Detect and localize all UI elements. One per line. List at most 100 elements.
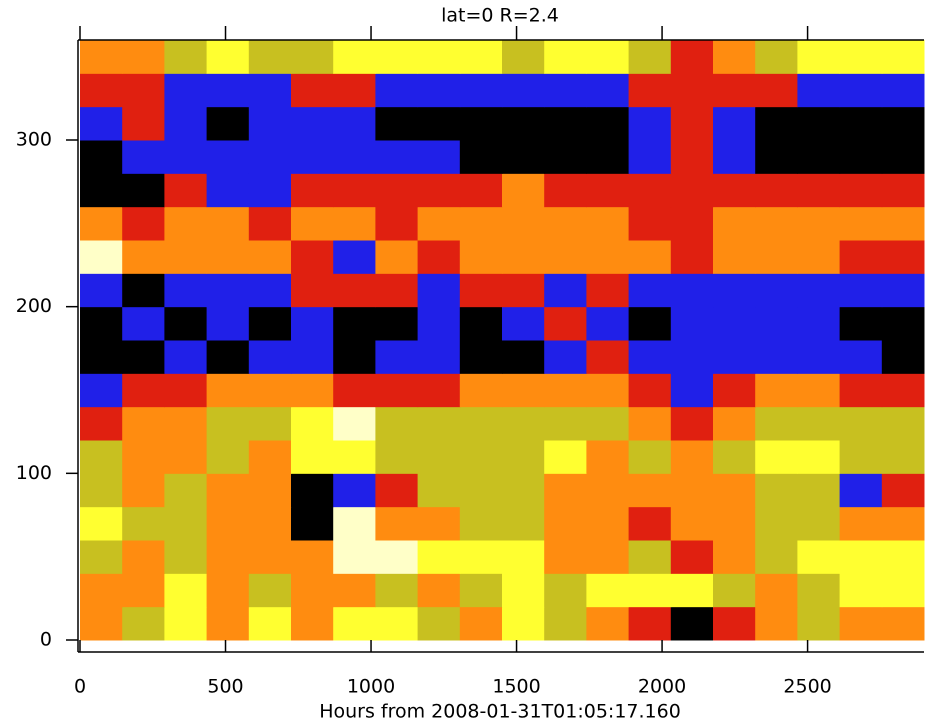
- heat-cell: [164, 440, 208, 474]
- heat-cell: [164, 140, 208, 174]
- heat-cell: [164, 306, 208, 341]
- heat-cell: [628, 40, 672, 74]
- heat-cell: [206, 373, 250, 408]
- heat-cell: [164, 473, 208, 508]
- heat-cell: [755, 173, 798, 208]
- heat-cell: [628, 106, 672, 141]
- heat-cell: [755, 540, 798, 574]
- heat-cell: [291, 406, 334, 441]
- heat-cell: [206, 273, 250, 308]
- heat-cell: [333, 473, 376, 508]
- heat-cell: [586, 473, 630, 508]
- heat-cell: [80, 106, 123, 141]
- heat-cell: [881, 273, 925, 308]
- heat-cell: [80, 273, 123, 308]
- heat-cell: [713, 106, 756, 141]
- heat-cell: [291, 440, 334, 474]
- heat-cell: [797, 440, 841, 474]
- heat-cell: [544, 440, 587, 474]
- heat-cell: [248, 506, 292, 541]
- heat-cell: [248, 140, 292, 174]
- heat-cell: [881, 540, 925, 574]
- heat-cell: [755, 606, 798, 641]
- heat-cell: [670, 40, 714, 74]
- heat-cell: [713, 306, 756, 341]
- heat-cell: [248, 106, 292, 141]
- heat-cell: [839, 73, 883, 108]
- heat-cell: [206, 173, 250, 208]
- heat-cell: [459, 573, 503, 608]
- heat-cell: [544, 173, 587, 208]
- heat-cell: [502, 473, 545, 508]
- heat-cell: [375, 540, 419, 574]
- heat-cell: [713, 240, 756, 274]
- heat-cell: [122, 340, 165, 374]
- heat-cell: [670, 306, 714, 341]
- x-tick-label: 0: [74, 676, 86, 698]
- heat-cell: [586, 73, 630, 108]
- heat-cell: [586, 240, 630, 274]
- heat-cell: [881, 40, 925, 74]
- heat-cell: [375, 106, 419, 141]
- heat-cell: [670, 540, 714, 574]
- heat-cell: [417, 406, 461, 441]
- heat-cell: [586, 273, 630, 308]
- heat-cell: [206, 440, 250, 474]
- heat-cell: [417, 440, 461, 474]
- heat-cell: [586, 206, 630, 241]
- heat-cell: [459, 506, 503, 541]
- heat-cell: [375, 240, 419, 274]
- heat-cell: [628, 140, 672, 174]
- heat-cell: [459, 273, 503, 308]
- heat-cell: [248, 573, 292, 608]
- heat-cell: [502, 306, 545, 341]
- heat-cell: [755, 240, 798, 274]
- heat-cell: [206, 606, 250, 641]
- heat-cell: [544, 306, 587, 341]
- heat-cell: [586, 573, 630, 608]
- heat-cell: [122, 106, 165, 141]
- heat-cell: [670, 573, 714, 608]
- heat-cell: [291, 106, 334, 141]
- heat-cell: [459, 40, 503, 74]
- heat-cell: [291, 340, 334, 374]
- heat-cell: [839, 140, 883, 174]
- heat-cell: [502, 506, 545, 541]
- heat-cell: [797, 340, 841, 374]
- heat-cell: [248, 40, 292, 74]
- heat-cell: [586, 173, 630, 208]
- heat-cell: [333, 506, 376, 541]
- heat-cell: [333, 240, 376, 274]
- heat-cell: [670, 273, 714, 308]
- heat-cell: [628, 206, 672, 241]
- heat-cell: [459, 540, 503, 574]
- heat-cell: [713, 440, 756, 474]
- heat-cell: [839, 506, 883, 541]
- heat-cell: [122, 406, 165, 441]
- heat-cell: [797, 606, 841, 641]
- heat-cell: [755, 206, 798, 241]
- heat-cell: [502, 406, 545, 441]
- heat-cell: [713, 173, 756, 208]
- heat-cell: [628, 440, 672, 474]
- heat-cell: [797, 273, 841, 308]
- heat-cell: [375, 506, 419, 541]
- heat-cell: [333, 73, 376, 108]
- heat-cell: [122, 606, 165, 641]
- heat-cell: [164, 106, 208, 141]
- heat-cell: [375, 473, 419, 508]
- heat-cell: [839, 106, 883, 141]
- heat-cell: [80, 206, 123, 241]
- heat-cell: [206, 106, 250, 141]
- heat-cell: [839, 440, 883, 474]
- heat-cell: [164, 373, 208, 408]
- heat-cell: [164, 573, 208, 608]
- heat-cell: [164, 173, 208, 208]
- heat-cell: [797, 540, 841, 574]
- heat-cell: [375, 406, 419, 441]
- heat-cell: [713, 473, 756, 508]
- heat-cell: [164, 273, 208, 308]
- heat-cell: [333, 406, 376, 441]
- heat-cell: [122, 273, 165, 308]
